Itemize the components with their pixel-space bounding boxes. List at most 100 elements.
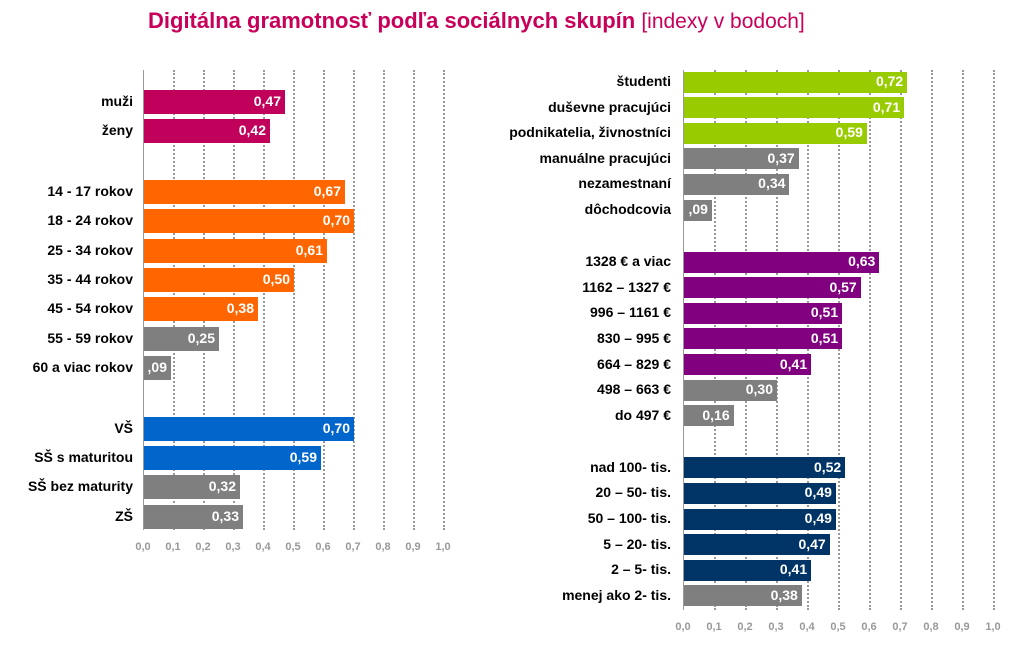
x-tick-label: 0,7 xyxy=(892,621,908,633)
category-label: 45 - 54 rokov xyxy=(47,300,133,317)
category-label: nezamestnaní xyxy=(578,175,671,192)
category-label: 664 – 829 € xyxy=(597,355,671,372)
data-label: 0,49 xyxy=(804,510,832,526)
gridline xyxy=(993,70,995,610)
data-label: 0,71 xyxy=(872,98,901,115)
bar xyxy=(684,585,802,607)
data-label: 0,63 xyxy=(848,253,876,270)
x-tick-label: 0,9 xyxy=(954,621,970,633)
x-tick-label: 0,2 xyxy=(737,621,753,633)
bar xyxy=(144,119,270,144)
data-label: 0,47 xyxy=(798,535,826,552)
x-tick-label: 0,4 xyxy=(799,621,815,633)
bar xyxy=(144,504,243,529)
bar xyxy=(684,534,830,556)
data-label: 0,51 xyxy=(810,304,839,321)
gridline xyxy=(900,70,902,610)
category-label: podnikatelia, živnostníci xyxy=(509,124,671,141)
data-label: 0,50 xyxy=(262,271,290,287)
chart-title: Digitálna gramotnosť podľa sociálnych sk… xyxy=(148,8,805,34)
data-label: 0,70 xyxy=(322,212,350,229)
x-tick-label: 0,8 xyxy=(923,621,939,633)
category-label: nad 100- tis. xyxy=(590,458,671,475)
category-label: 18 - 24 rokov xyxy=(47,212,133,229)
bar xyxy=(144,238,327,263)
data-label: 0,59 xyxy=(835,124,863,141)
data-label: 0,38 xyxy=(226,300,254,317)
title-sub: [indexy v bodoch] xyxy=(641,10,805,33)
x-tick-label: 1,0 xyxy=(435,541,451,553)
data-label: 0,59 xyxy=(289,449,317,465)
category-label: menej ako 2- tis. xyxy=(562,586,671,603)
bar xyxy=(684,97,905,119)
x-tick-label: 0,9 xyxy=(405,541,421,553)
data-label: ,09 xyxy=(688,201,708,217)
category-label: SŠ s maturitou xyxy=(34,449,133,465)
data-label: ,09 xyxy=(147,359,167,376)
category-label: 50 – 100- tis. xyxy=(587,510,671,526)
gridline xyxy=(413,70,415,530)
data-label: 0,49 xyxy=(804,484,832,501)
x-tick-label: 0,0 xyxy=(135,541,151,553)
bar xyxy=(684,405,734,427)
bar xyxy=(144,209,354,234)
bar xyxy=(144,475,240,500)
data-label: 0,67 xyxy=(313,182,341,199)
title-main: Digitálna gramotnosť podľa sociálnych sk… xyxy=(148,8,636,33)
y-axis xyxy=(143,70,144,530)
data-label: 0,51 xyxy=(810,329,839,346)
data-label: 0,32 xyxy=(208,478,236,495)
bar xyxy=(684,508,836,530)
category-label: 55 - 59 rokov xyxy=(47,329,133,346)
x-tick-label: 0,4 xyxy=(255,541,271,553)
category-label: manuálne pracujúci xyxy=(539,149,671,166)
bar xyxy=(144,416,354,441)
data-label: 0,47 xyxy=(253,93,281,109)
x-tick-label: 0,1 xyxy=(706,621,722,633)
category-label: 5 – 20- tis. xyxy=(603,535,671,552)
bar xyxy=(684,277,861,299)
bar xyxy=(684,457,846,479)
bar xyxy=(144,179,345,204)
x-tick-label: 0,5 xyxy=(285,541,301,553)
category-label: študenti xyxy=(616,73,671,89)
bar xyxy=(684,71,908,93)
bar xyxy=(684,559,812,581)
gridline xyxy=(931,70,933,610)
category-label: ženy xyxy=(101,122,133,139)
x-tick-label: 0,8 xyxy=(375,541,391,553)
category-label: 1328 € a viac xyxy=(585,253,671,270)
gridline xyxy=(962,70,964,610)
x-tick-label: 0,6 xyxy=(315,541,331,553)
category-label: VŠ xyxy=(114,419,133,436)
data-label: 0,34 xyxy=(758,175,786,192)
bar xyxy=(144,356,171,381)
gridline xyxy=(293,70,295,530)
category-label: 20 – 50- tis. xyxy=(595,484,672,501)
bar xyxy=(684,199,712,221)
gridline xyxy=(353,70,355,530)
category-label: 1162 – 1327 € xyxy=(582,278,671,295)
category-label: ZŠ xyxy=(115,507,133,524)
gridline xyxy=(323,70,325,530)
bar xyxy=(684,148,799,170)
x-tick-label: 0,3 xyxy=(768,621,784,633)
x-tick-label: 0,6 xyxy=(861,621,877,633)
y-axis xyxy=(683,70,684,610)
bar xyxy=(144,297,258,322)
x-tick-label: 0,1 xyxy=(165,541,181,553)
x-tick-label: 0,0 xyxy=(675,621,691,633)
data-label: 0,25 xyxy=(187,329,215,346)
category-label: 2 – 5- tis. xyxy=(611,561,671,578)
bar xyxy=(144,90,285,114)
bar xyxy=(144,446,321,470)
x-tick-label: 0,2 xyxy=(195,541,211,553)
data-label: 0,61 xyxy=(295,241,323,258)
category-label: 14 - 17 rokov xyxy=(47,182,133,199)
bar xyxy=(684,173,790,195)
data-label: 0,33 xyxy=(211,507,239,524)
data-label: 0,42 xyxy=(238,122,266,139)
data-label: 0,57 xyxy=(829,278,857,295)
data-label: 0,41 xyxy=(779,561,808,578)
